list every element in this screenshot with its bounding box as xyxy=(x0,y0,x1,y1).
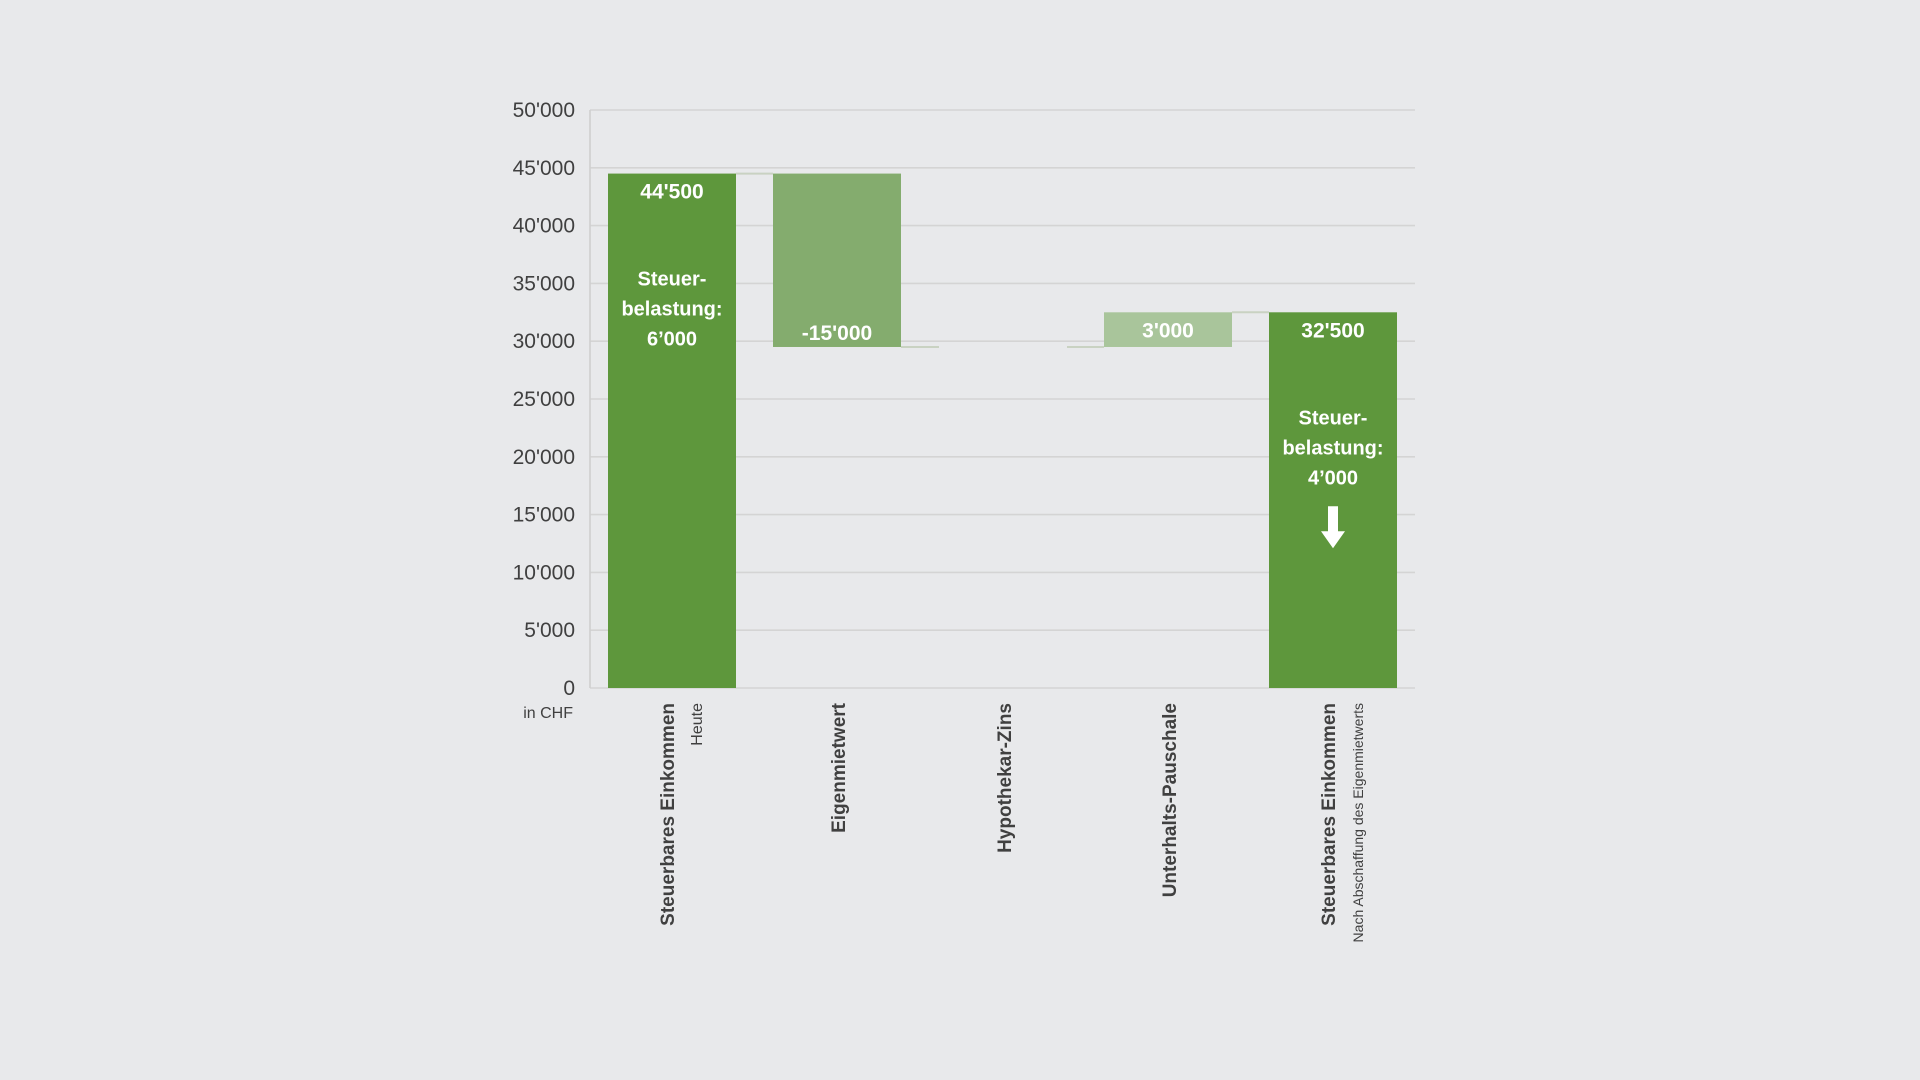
y-tick-label: 50'000 xyxy=(513,99,575,122)
connector-lines xyxy=(736,172,1269,348)
bar-note-line: Steuer- xyxy=(638,269,707,291)
y-axis: 0 5'000 10'000 15'000 20'000 25'000 30'000 35'0… xyxy=(513,99,591,700)
category-label-group: Hypothekar-Zins xyxy=(995,703,1016,853)
category-label-group: Steuerbares Einkommen Nach Abschaffung de… xyxy=(1319,703,1366,942)
category-label: Steuerbares Einkommen xyxy=(1319,703,1340,926)
bar-note-line: belastung: xyxy=(621,299,722,321)
y-tick-label: 45'000 xyxy=(513,157,575,180)
bars: 44'500 Steuer-belastung: 6’000 -15'000 3'000… xyxy=(608,173,1397,688)
bar-value-label: 44'500 xyxy=(640,181,703,204)
bar xyxy=(608,173,736,688)
y-tick-label: 10'000 xyxy=(513,561,575,584)
category-label: Unterhalts-Pauschale xyxy=(1160,703,1181,897)
y-tick-label: 35'000 xyxy=(513,272,575,295)
y-tick-label: 25'000 xyxy=(513,388,575,411)
category-label-group: Unterhalts-Pauschale xyxy=(1160,703,1181,897)
bar-note-line: belastung: xyxy=(1282,437,1383,459)
bar xyxy=(1269,312,1397,688)
bar-value-label: 32'500 xyxy=(1301,319,1364,342)
y-tick-label: 30'000 xyxy=(513,330,575,353)
bar xyxy=(1104,312,1232,347)
y-tick-label: 5'000 xyxy=(524,619,575,642)
bar-value-label: 3'000 xyxy=(1142,320,1194,343)
x-axis: Steuerbares Einkommen Heute Eigenmietwert H… xyxy=(658,702,1366,942)
category-label: Steuerbares Einkommen xyxy=(658,703,679,926)
category-label-group: Steuerbares Einkommen Heute xyxy=(658,703,706,926)
y-tick-label: 40'000 xyxy=(513,215,575,238)
category-label: Hypothekar-Zins xyxy=(995,703,1016,853)
bar-note-line: Steuer- xyxy=(1299,407,1368,429)
y-tick-label: 0 xyxy=(563,677,575,700)
bar xyxy=(773,173,901,347)
y-tick-label: 20'000 xyxy=(513,446,575,469)
category-label-group: Eigenmietwert xyxy=(829,702,850,833)
category-label: Eigenmietwert xyxy=(829,702,850,833)
category-sublabel: Heute xyxy=(689,703,706,746)
y-tick-label: 15'000 xyxy=(513,504,575,527)
bar-note-line: 4’000 xyxy=(1308,467,1358,489)
unit-label: in CHF xyxy=(523,705,573,722)
bar-note-line: 6’000 xyxy=(647,329,697,351)
bar-value-label: -15'000 xyxy=(802,322,872,345)
down-arrow-icon xyxy=(1321,506,1345,549)
category-sublabel: Nach Abschaffung des Eigenmietwerts xyxy=(1350,703,1366,942)
